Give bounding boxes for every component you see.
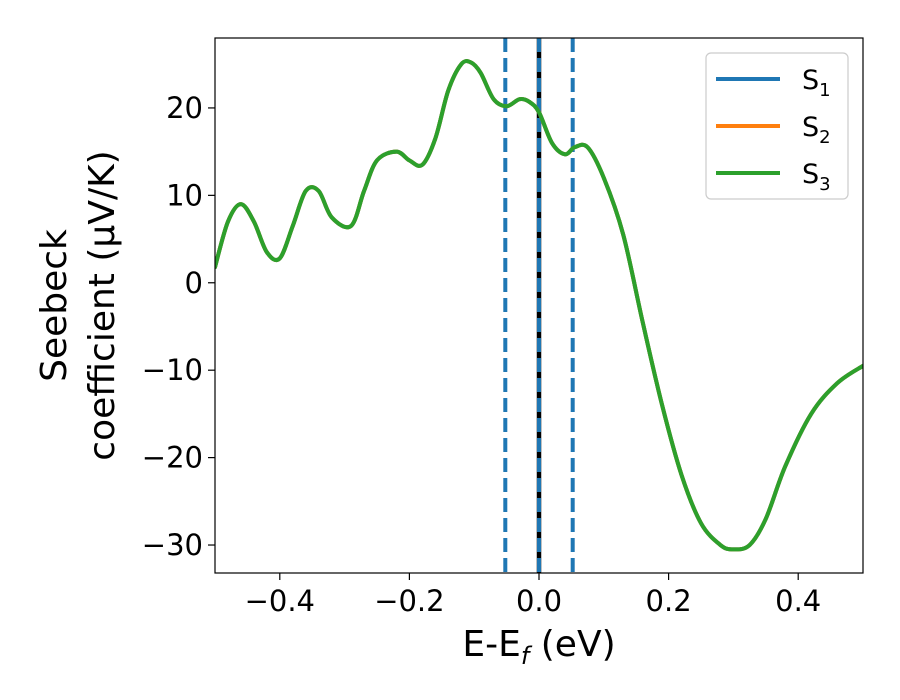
x-axis-label: E-Ef (eV) xyxy=(462,624,615,670)
x-tick-label: 0.0 xyxy=(516,584,562,618)
x-axis-label-main: E-E xyxy=(462,624,520,665)
legend-label-s1: S1 xyxy=(802,65,831,101)
x-tick-label: 0.2 xyxy=(646,584,692,618)
x-tick-label: −0.4 xyxy=(245,584,315,618)
legend-label-s3: S3 xyxy=(802,159,831,195)
reference-lines xyxy=(503,38,575,573)
y-axis-label: Seebeck coefficient (μV/K) xyxy=(34,150,123,460)
series-line-s3 xyxy=(215,59,863,552)
x-axis-label-unit: (eV) xyxy=(529,624,615,665)
legend-label-s2: S2 xyxy=(802,112,831,148)
series-lines xyxy=(215,59,863,552)
y-tick-label: −10 xyxy=(142,353,203,387)
y-tick-label: −20 xyxy=(142,441,203,475)
x-tick-label: 0.4 xyxy=(775,584,821,618)
y-tick-label: 0 xyxy=(185,266,203,300)
y-tick-label: 10 xyxy=(166,178,203,212)
y-axis-ticks: −30 −20 −10 0 10 20 xyxy=(142,91,215,562)
y-tick-label: −30 xyxy=(142,528,203,562)
y-axis-label-line2: coefficient (μV/K) xyxy=(82,150,123,460)
y-axis-label-line1: Seebeck xyxy=(34,229,75,382)
x-axis-ticks: −0.4 −0.2 0.0 0.2 0.4 xyxy=(245,573,821,618)
x-tick-label: −0.2 xyxy=(374,584,444,618)
legend: S1 S2 S3 xyxy=(705,52,849,200)
y-tick-label: 20 xyxy=(166,91,203,125)
